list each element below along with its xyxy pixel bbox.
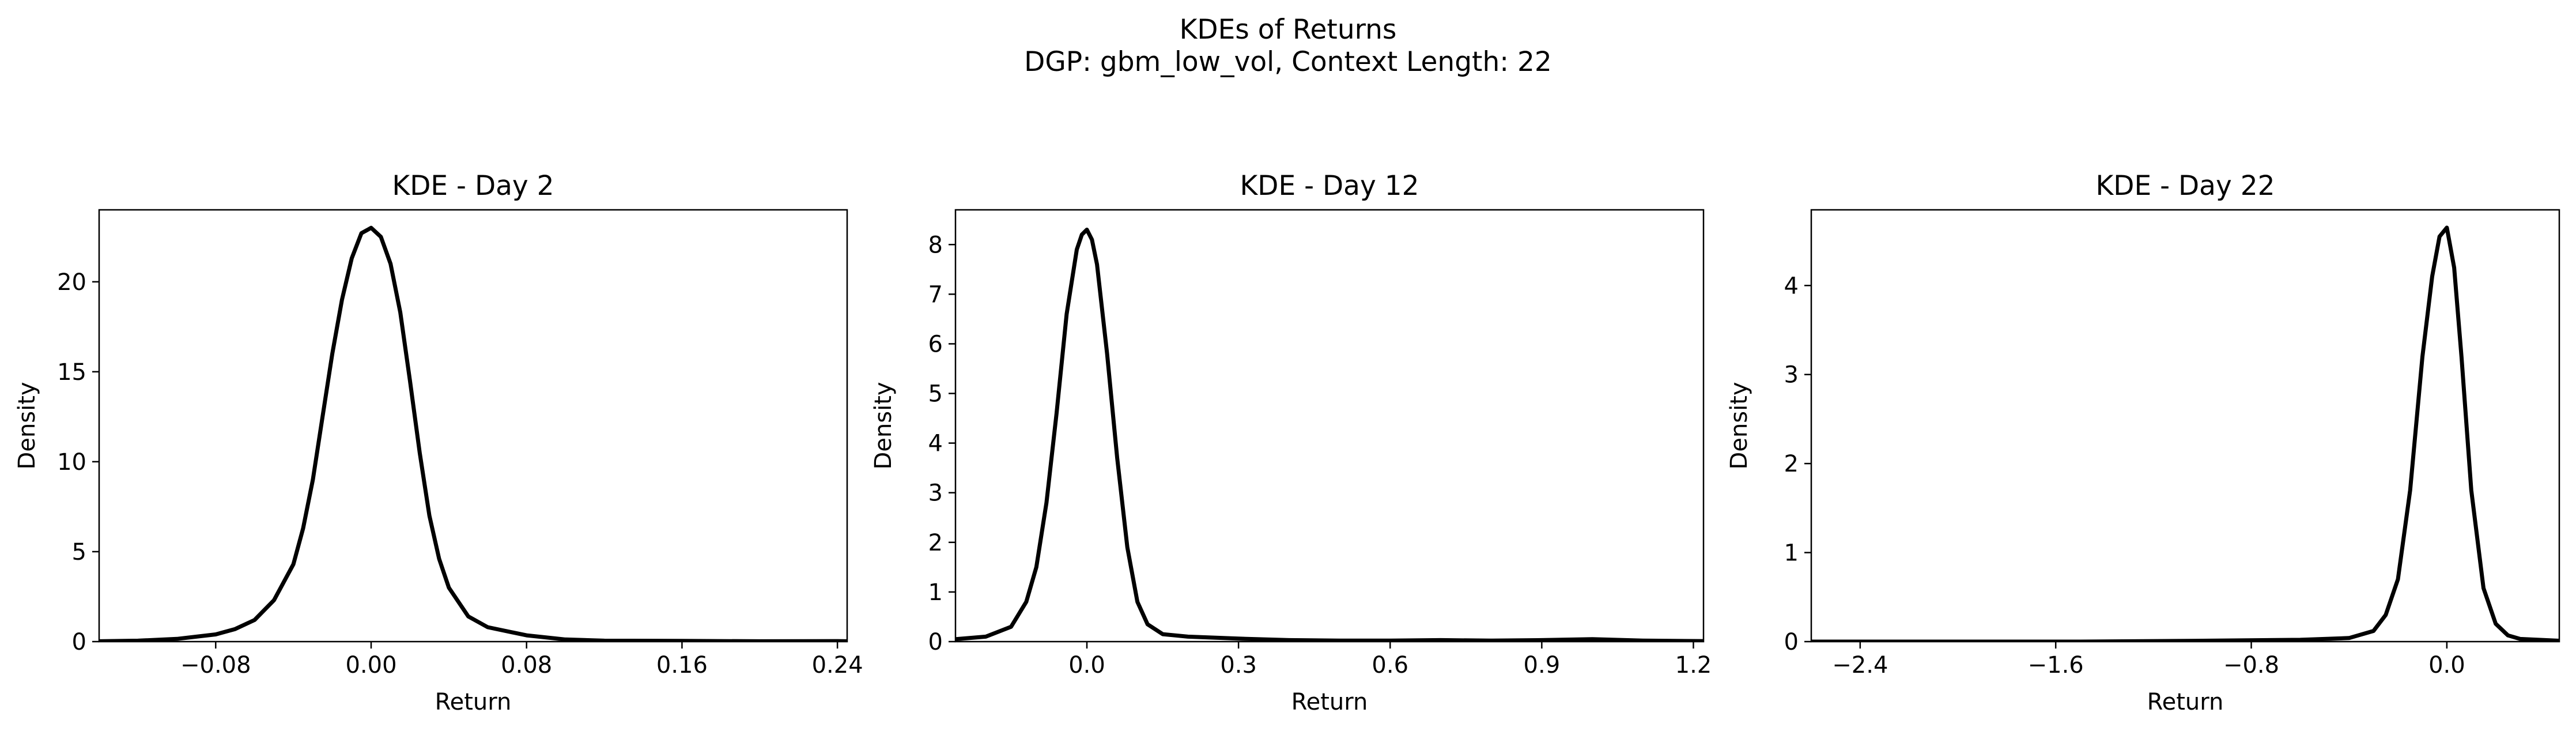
subplot-1: −0.08 0.00 0.08 0.16 0.24 0 5 10 15 20 KDE - Day 2… [14,170,863,715]
y-axis-label: Density [870,382,897,469]
y-tick-label: 0 [72,629,86,655]
subplot-3: −2.4 −1.6 −0.8 0.0 0 1 2 3 4 KDE - Day 22 Return De… [1726,170,2560,715]
x-tick-label: 0.6 [1372,652,1408,679]
kde-line [99,225,847,642]
y-tick-label: 20 [57,269,86,296]
kde-line [955,227,1704,642]
x-tick-label: 0.0 [1068,652,1105,679]
x-tick-label: −1.6 [2028,652,2084,679]
x-tick-label: −0.8 [2223,652,2279,679]
subplot-title: KDE - Day 12 [1240,170,1419,202]
subplot-2: 0.0 0.3 0.6 0.9 1.2 0 1 2 3 4 5 6 7 8 KDE - Day 12 Retu… [870,170,1712,715]
y-tick-label: 2 [1784,451,1799,477]
y-tick-label: 5 [72,539,86,566]
y-tick-label: 4 [1784,273,1799,299]
kde-line [1811,225,2559,642]
figure-subtitle: DGP: gbm_low_vol, Context Length: 22 [1024,46,1552,78]
y-tick-label: 6 [928,331,943,357]
x-axis-label: Return [1291,689,1368,715]
y-tick-label: 3 [1784,362,1799,389]
x-tick-label: 0.3 [1220,652,1257,679]
y-tick-label: 10 [57,449,86,476]
x-tick-label: 0.9 [1524,652,1561,679]
y-axis-label: Density [14,382,40,469]
subplot-title: KDE - Day 22 [2095,170,2275,202]
x-axis-label: Return [435,689,512,715]
y-tick-label: 2 [928,530,943,556]
y-tick-label: 0 [928,629,943,655]
x-tick-label: −2.4 [1832,652,1888,679]
axes-frame [1810,209,2560,643]
axes-frame [954,209,1705,643]
y-tick-label: 1 [1784,540,1799,567]
x-tick-label: 1.2 [1675,652,1712,679]
y-tick-label: 1 [928,579,943,606]
figure-title: KDEs of Returns [1179,14,1397,46]
x-axis-label: Return [2147,689,2224,715]
y-tick-label: 4 [928,431,943,457]
x-tick-label: 0.00 [345,652,396,679]
x-tick-label: −0.08 [180,652,251,679]
y-tick-label: 3 [928,480,943,507]
y-tick-label: 7 [928,281,943,308]
y-tick-label: 15 [57,359,86,386]
x-tick-label: 0.08 [501,652,552,679]
subplot-title: KDE - Day 2 [392,170,554,202]
x-tick-label: 0.16 [656,652,708,679]
y-tick-label: 8 [928,232,943,258]
y-tick-label: 5 [928,381,943,408]
y-axis-label: Density [1726,382,1752,469]
y-tick-label: 0 [1784,629,1799,655]
axes-frame [98,209,848,643]
x-tick-label: 0.24 [812,652,863,679]
x-tick-label: 0.0 [2428,652,2465,679]
